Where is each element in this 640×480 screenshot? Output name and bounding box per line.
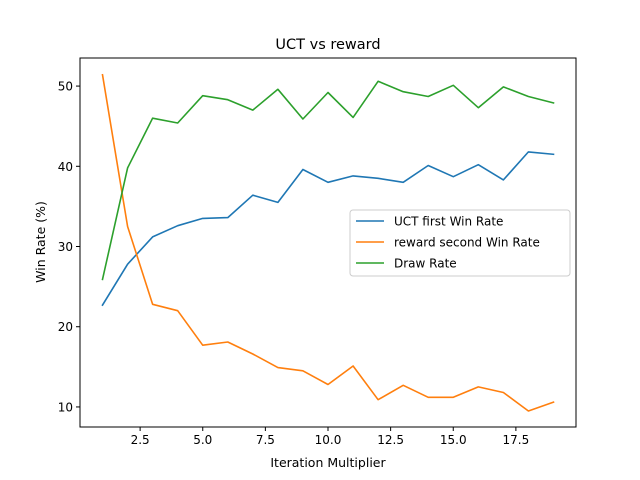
x-tick-label: 5.0 — [193, 433, 212, 447]
x-tick-label: 12.5 — [377, 433, 404, 447]
series-lines — [101, 73, 555, 412]
x-axis: 2.5 5.0 7.5 10.0 12.5 15.0 17.5 — [131, 427, 530, 447]
legend-box — [349, 209, 571, 277]
series-line-2 — [101, 73, 555, 412]
chart-title: UCT vs reward — [275, 37, 380, 53]
x-tick-label: 2.5 — [131, 433, 150, 447]
legend-label: Draw Rate — [394, 257, 457, 271]
legend: UCT first Win Rate reward second Win Rate… — [349, 209, 571, 277]
legend-label: UCT first Win Rate — [394, 215, 503, 229]
legend-label: reward second Win Rate — [394, 236, 540, 250]
x-axis-label: Iteration Multiplier — [270, 455, 386, 470]
x-tick-label: 10.0 — [315, 433, 342, 447]
y-tick-label: 30 — [58, 240, 73, 254]
x-tick-label: 17.5 — [503, 433, 530, 447]
y-tick-label: 10 — [58, 400, 73, 414]
y-tick-label: 20 — [58, 320, 73, 334]
y-tick-label: 40 — [58, 160, 73, 174]
y-axis: 10 20 30 40 50 — [58, 80, 80, 414]
series-line-3 — [101, 80, 555, 281]
y-axis-label: Win Rate (%) — [33, 201, 48, 283]
x-tick-label: 15.0 — [440, 433, 467, 447]
y-tick-label: 50 — [58, 80, 73, 94]
x-tick-label: 7.5 — [256, 433, 275, 447]
series-line-1 — [101, 151, 555, 307]
